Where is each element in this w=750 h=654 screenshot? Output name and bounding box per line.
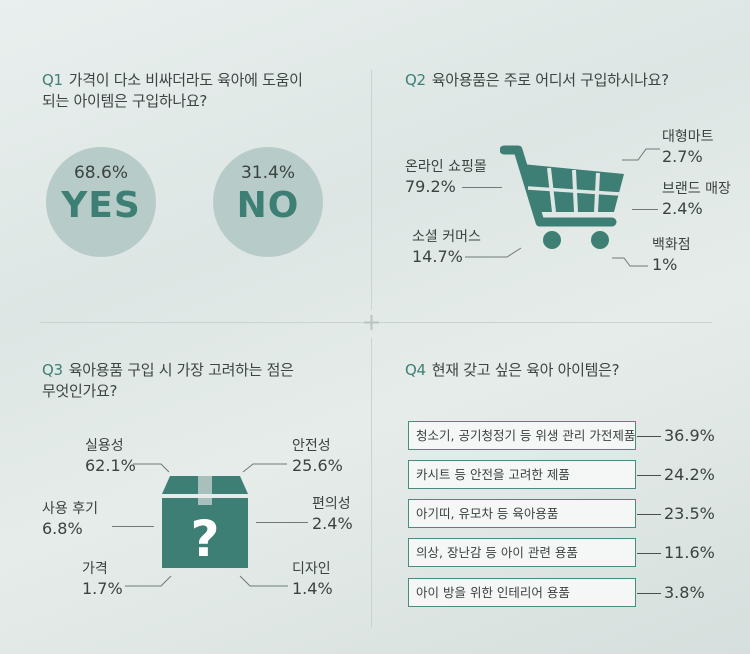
q3-item-label: 안전성: [292, 438, 331, 454]
q2-item-mart: 대형마트 2.7%: [662, 128, 714, 166]
q3-question: Q3 육아용품 구입 시 가장 고려하는 점은 무엇인가요?: [42, 360, 294, 402]
q4-item-value: 24.2%: [664, 465, 715, 484]
q2-item-value: 2.4%: [662, 199, 703, 218]
q2-item-label: 브랜드 매장: [662, 181, 731, 197]
q3-item-value: 62.1%: [85, 456, 136, 475]
q3-item-label: 실용성: [85, 438, 124, 454]
q4-leader: [637, 436, 661, 437]
q2-item-brand: 브랜드 매장 2.4%: [662, 180, 731, 218]
yes-percent: 68.6%: [73, 163, 128, 183]
q2-leader-mart: [622, 148, 660, 161]
q3-item-practical: 실용성 62.1%: [85, 437, 136, 475]
no-label: NO: [236, 185, 300, 226]
q2-item-social: 소셜 커머스 14.7%: [412, 228, 481, 266]
q1-number: Q1: [42, 71, 63, 89]
q4-leader: [637, 514, 661, 515]
q2-leader-dept: [612, 257, 648, 267]
q3-item-price: 가격 1.7%: [82, 560, 123, 598]
cross-mark-icon: [364, 315, 379, 330]
q4-item-value: 23.5%: [664, 504, 715, 523]
q4-leader: [637, 553, 661, 554]
divider-vertical-bottom: [371, 338, 372, 628]
q3-leader-review: [112, 526, 154, 527]
q4-item-value: 11.6%: [664, 543, 715, 562]
q4-item-box: 청소기, 공기청정기 등 위생 관리 가전제품: [408, 421, 636, 450]
q2-item-value: 2.7%: [662, 147, 703, 166]
q2-item-value: 1%: [652, 255, 678, 274]
q3-leader-design: [239, 575, 288, 587]
q3-item-value: 1.7%: [82, 579, 123, 598]
q2-leader-brand: [632, 209, 658, 210]
q4-number: Q4: [405, 361, 426, 379]
question-box-icon: ?: [162, 476, 248, 568]
no-circle: 31.4% NO: [213, 147, 323, 257]
q3-question-line1: 육아용품 구입 시 가장 고려하는 점은: [68, 361, 294, 379]
q3-item-review: 사용 후기 6.8%: [42, 500, 98, 538]
q2-item-value: 14.7%: [412, 247, 463, 266]
q4-leader: [637, 475, 661, 476]
no-percent: 31.4%: [240, 163, 295, 183]
q1-question-line1: 가격이 다소 비싸더라도 육아에 도움이: [68, 71, 303, 89]
q1-question-line2: 되는 아이템은 구입하나요?: [42, 92, 208, 110]
q3-item-label: 사용 후기: [42, 501, 98, 517]
q1-question: Q1 가격이 다소 비싸더라도 육아에 도움이 되는 아이템은 구입하나요?: [42, 70, 303, 112]
q3-item-design: 디자인 1.4%: [292, 560, 333, 598]
q4-item-value: 36.9%: [664, 426, 715, 445]
svg-text:?: ?: [190, 510, 219, 568]
yes-label: YES: [61, 185, 141, 226]
q3-item-value: 1.4%: [292, 579, 333, 598]
q2-item-online: 온라인 쇼핑몰 79.2%: [405, 158, 487, 196]
q2-item-label: 백화점: [652, 237, 691, 253]
q3-leader-safety: [242, 463, 287, 473]
q3-item-value: 2.4%: [312, 514, 353, 533]
q3-number: Q3: [42, 361, 63, 379]
q4-leader: [637, 593, 661, 594]
q2-item-dept: 백화점 1%: [652, 236, 691, 274]
divider-vertical-top: [371, 70, 372, 310]
q3-item-convenience: 편의성 2.4%: [312, 495, 353, 533]
q3-item-label: 가격: [82, 561, 108, 577]
q3-leader-practical: [133, 463, 170, 473]
q3-item-value: 6.8%: [42, 519, 83, 538]
q2-leader-social: [465, 247, 522, 258]
q2-leader-online: [462, 187, 502, 188]
q4-item-box: 카시트 등 안전을 고려한 제품: [408, 460, 636, 489]
shopping-cart-icon: [500, 145, 624, 249]
q4-item-box: 의상, 장난감 등 아이 관련 용품: [408, 538, 636, 567]
q3-leader-price: [125, 575, 172, 587]
q3-leader-convenience: [256, 522, 308, 523]
q4-item-box: 아기띠, 유모차 등 육아용품: [408, 499, 636, 528]
q3-item-label: 디자인: [292, 561, 331, 577]
q2-item-value: 79.2%: [405, 177, 456, 196]
q3-item-label: 편의성: [312, 496, 351, 512]
q4-item-value: 3.8%: [664, 583, 705, 602]
q2-question: Q2 육아용품은 주로 어디서 구입하시나요?: [405, 70, 669, 91]
q4-question: Q4 현재 갖고 싶은 육아 아이템은?: [405, 360, 620, 381]
q3-item-safety: 안전성 25.6%: [292, 437, 343, 475]
q2-item-label: 온라인 쇼핑몰: [405, 159, 487, 175]
q2-item-label: 소셜 커머스: [412, 229, 481, 245]
q3-item-value: 25.6%: [292, 456, 343, 475]
q4-question-text: 현재 갖고 싶은 육아 아이템은?: [431, 361, 620, 379]
q2-number: Q2: [405, 71, 426, 89]
q4-item-box: 아이 방을 위한 인테리어 용품: [408, 578, 636, 607]
yes-circle: 68.6% YES: [46, 147, 156, 257]
q3-question-line2: 무엇인가요?: [42, 382, 118, 400]
q2-question-text: 육아용품은 주로 어디서 구입하시나요?: [431, 71, 669, 89]
q2-item-label: 대형마트: [662, 129, 714, 145]
